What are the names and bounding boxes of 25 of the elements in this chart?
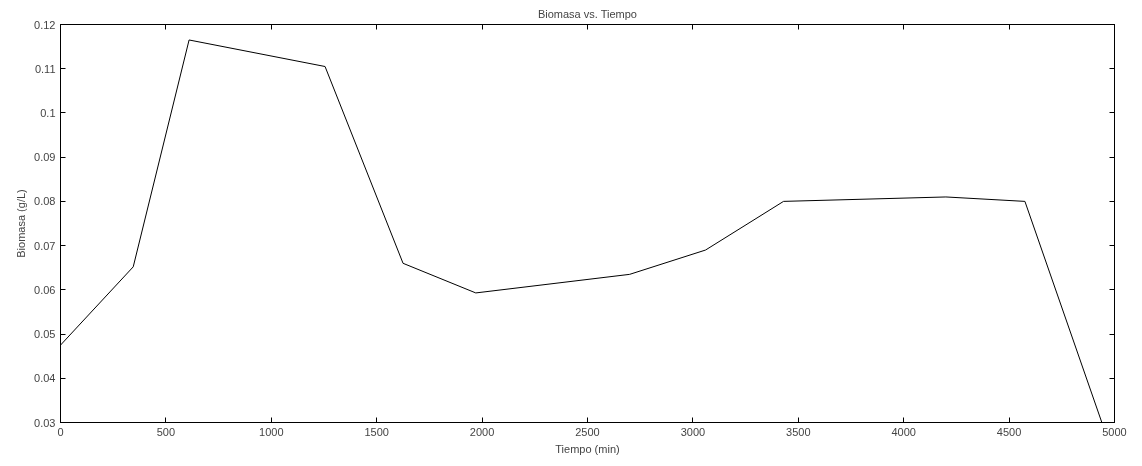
x-tick-label: 1500 — [364, 425, 389, 438]
y-tick-label: 0.07 — [34, 239, 56, 252]
x-tick-label: 4000 — [891, 425, 916, 438]
x-tick-label: 3500 — [786, 425, 811, 438]
y-tick-label: 0.11 — [34, 62, 56, 75]
x-tick-label: 3000 — [680, 425, 706, 438]
line-series — [60, 39, 1103, 423]
x-tick-label: 1000 — [259, 425, 284, 438]
y-axis-title: Biomasa (g/L) — [15, 189, 28, 258]
y-tick-label: 0.08 — [34, 195, 56, 208]
y-tick-label: 0.03 — [34, 416, 56, 429]
x-tick-label: 0 — [57, 425, 64, 438]
y-tick-label: 0.04 — [34, 372, 56, 385]
chart-title: Biomasa vs. Tiempo — [537, 7, 637, 20]
y-tick-label: 0.1 — [40, 106, 56, 119]
y-tick-label: 0.06 — [34, 283, 56, 296]
x-tick-label: 2000 — [469, 425, 495, 438]
x-tick-label: 500 — [156, 425, 176, 438]
y-tick-label: 0.05 — [34, 328, 56, 341]
x-tick-label: 4500 — [996, 425, 1022, 438]
x-tick-label: 2500 — [575, 425, 600, 438]
x-tick-label: 5000 — [1102, 425, 1127, 438]
y-tick-label: 0.09 — [34, 151, 56, 164]
x-axis-title: Tiempo (min) — [555, 442, 620, 455]
y-tick-label: 0.12 — [34, 18, 56, 31]
